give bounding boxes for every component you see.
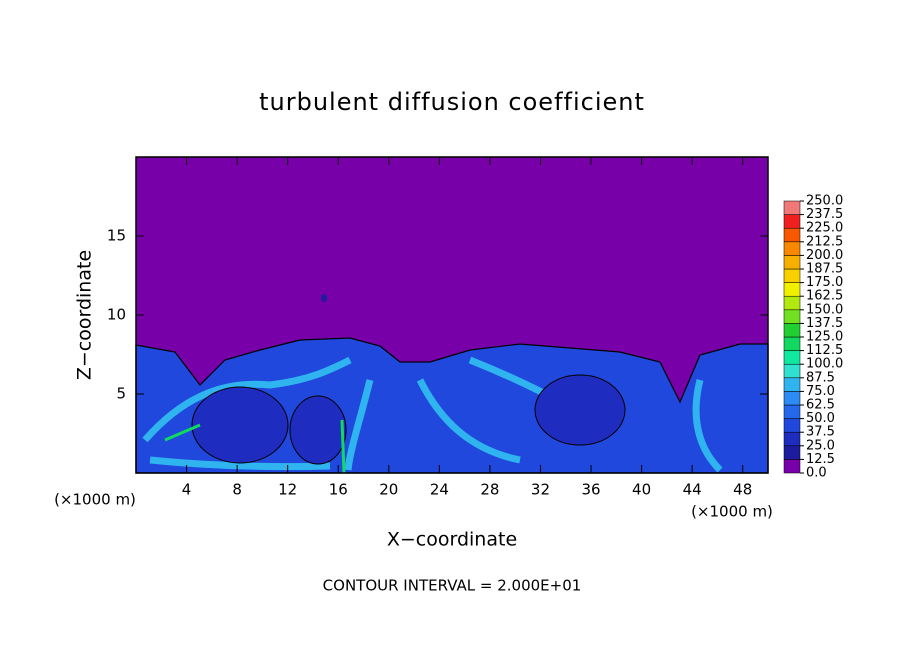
colorbar-band [783, 295, 801, 311]
colorbar-label: 125.0 [806, 330, 843, 345]
colorbar-band [783, 418, 801, 433]
colorbar-label: 150.0 [806, 302, 843, 317]
colorbar-label: 175.0 [806, 275, 843, 290]
field [135, 157, 769, 474]
colorbar-band [783, 241, 801, 256]
field-cell [191, 386, 289, 464]
colorbar-band [783, 309, 801, 324]
x-tick-label: 4 [182, 481, 192, 499]
x-tick-label: 44 [683, 481, 702, 499]
x-tick-label: 48 [733, 481, 752, 499]
colorbar-band [783, 282, 801, 297]
colorbar-label: 212.5 [806, 234, 843, 249]
colorbar-band [783, 377, 801, 392]
field-streak [164, 419, 346, 474]
colorbar-label: 50.0 [806, 411, 835, 426]
colorbar-label: 187.5 [806, 262, 843, 277]
colorbar-label: 0.0 [806, 466, 827, 481]
colorbar-label: 75.0 [806, 384, 835, 399]
colorbar-band [783, 350, 801, 365]
y-unit: (×1000 m) [54, 491, 136, 509]
colorbar-label: 62.5 [806, 398, 835, 413]
y-tick-label: 10 [107, 306, 126, 324]
colorbar-band [783, 336, 801, 351]
x-tick-label: 20 [379, 481, 398, 499]
x-tick-label: 16 [329, 481, 348, 499]
colorbar-band [783, 323, 801, 338]
chart-title: turbulent diffusion coefficient [259, 88, 645, 116]
x-unit: (×1000 m) [691, 503, 773, 521]
field-cell [289, 395, 347, 465]
field-streak [142, 356, 723, 473]
colorbar-label: 37.5 [806, 425, 835, 440]
x-tick-label: 36 [581, 481, 600, 499]
x-tick-label: 28 [480, 481, 499, 499]
colorbar-label: 100.0 [806, 357, 843, 372]
y-tick-label: 5 [116, 385, 126, 403]
colorbar-label: 250.0 [806, 194, 843, 209]
x-tick-label: 40 [632, 481, 651, 499]
colorbar-label: 200.0 [806, 248, 843, 263]
colorbar-band [783, 404, 801, 419]
colorbar-band [783, 445, 801, 460]
y-tick-label: 15 [107, 227, 126, 245]
colorbar-label: 112.5 [806, 343, 843, 358]
x-tick-label: 24 [430, 481, 449, 499]
colorbar-label: 12.5 [806, 452, 835, 467]
colorbar-band [783, 214, 801, 229]
footnote: CONTOUR INTERVAL = 2.000E+01 [323, 577, 582, 595]
colorbar-band [783, 459, 801, 474]
colorbar-label: 87.5 [806, 370, 835, 385]
colorbar-label: 225.0 [806, 221, 843, 236]
colorbar-band [783, 227, 801, 243]
colorbar-label: 137.5 [806, 316, 843, 331]
colorbar-band [783, 431, 801, 447]
y-axis-title: Z−coordinate [74, 250, 96, 380]
colorbar-band [783, 391, 801, 406]
field-cell [321, 294, 327, 302]
colorbar-label: 162.5 [806, 289, 843, 304]
x-tick-label: 32 [531, 481, 550, 499]
field-cell [534, 374, 626, 446]
colorbar-band [783, 255, 801, 270]
colorbar-band [783, 268, 801, 283]
colorbar-band [783, 200, 801, 215]
x-tick-label: 8 [232, 481, 242, 499]
colorbar-band [783, 363, 801, 379]
x-axis-title: X−coordinate [387, 529, 517, 551]
colorbar-label: 237.5 [806, 207, 843, 222]
colorbar-label: 25.0 [806, 438, 835, 453]
x-tick-label: 12 [278, 481, 297, 499]
